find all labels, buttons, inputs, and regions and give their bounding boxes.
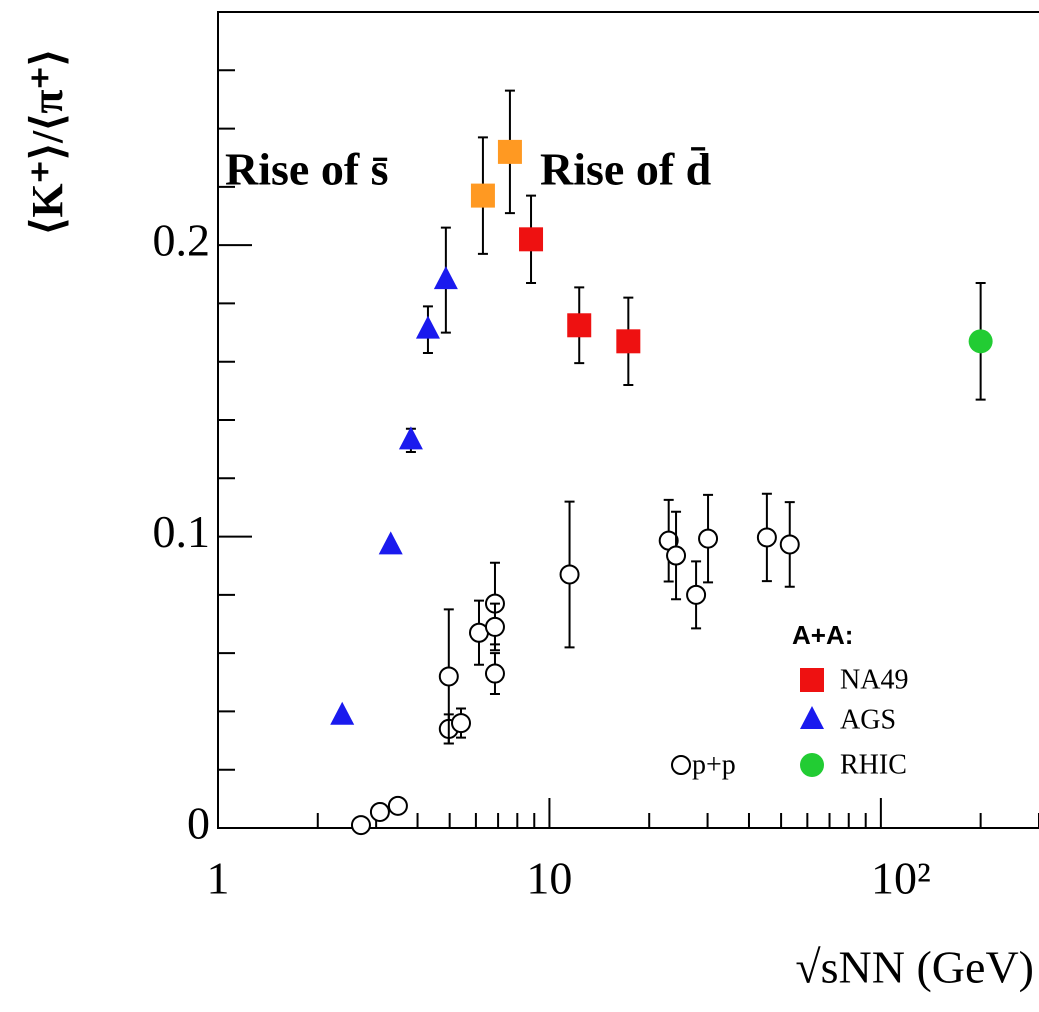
data-point [968,329,993,354]
data-point [438,666,459,687]
y-axis-title: ⟨K⁺⟩/⟨π⁺⟩ [23,49,72,235]
y-tick-label: 0.2 [153,215,211,266]
data-point [398,426,423,450]
annotation: Rise of s̄ [225,144,389,195]
legend-marker [800,668,824,692]
annotation: Rise of d̄ [540,144,712,195]
data-point [484,616,505,637]
y-tick-label: 0 [187,798,210,849]
legend-marker [800,706,824,729]
data-point [616,329,641,354]
x-tick-label: 10 [526,853,572,904]
legend-label: RHIC [840,749,907,780]
data-point [350,815,371,836]
legend-marker [671,755,691,775]
data-point [698,528,719,549]
y-tick-label: 0.1 [153,506,211,557]
x-axis-title: √sNN (GeV) [795,942,1034,993]
data-point [369,801,390,822]
data-point [756,527,777,548]
data-point [470,183,495,208]
data-point [666,545,687,566]
data-point [567,313,592,338]
data-point [451,713,472,734]
data-point [559,564,580,585]
data-point [686,584,707,605]
data-point [330,701,355,725]
x-tick-label: 10² [871,853,931,904]
data-point [415,315,440,339]
data-point [484,663,505,684]
legend-title: A+A: [792,620,853,650]
legend-marker [800,753,824,777]
data-point [433,266,458,290]
data-point [497,139,522,164]
data-point [779,534,800,555]
data-point [387,795,408,816]
data-point [378,531,403,555]
legend-label: p+p [692,749,736,780]
legend-label: AGS [840,704,896,735]
data-point [519,227,544,252]
x-tick-label: 1 [207,853,230,904]
legend-label: NA49 [840,664,908,695]
